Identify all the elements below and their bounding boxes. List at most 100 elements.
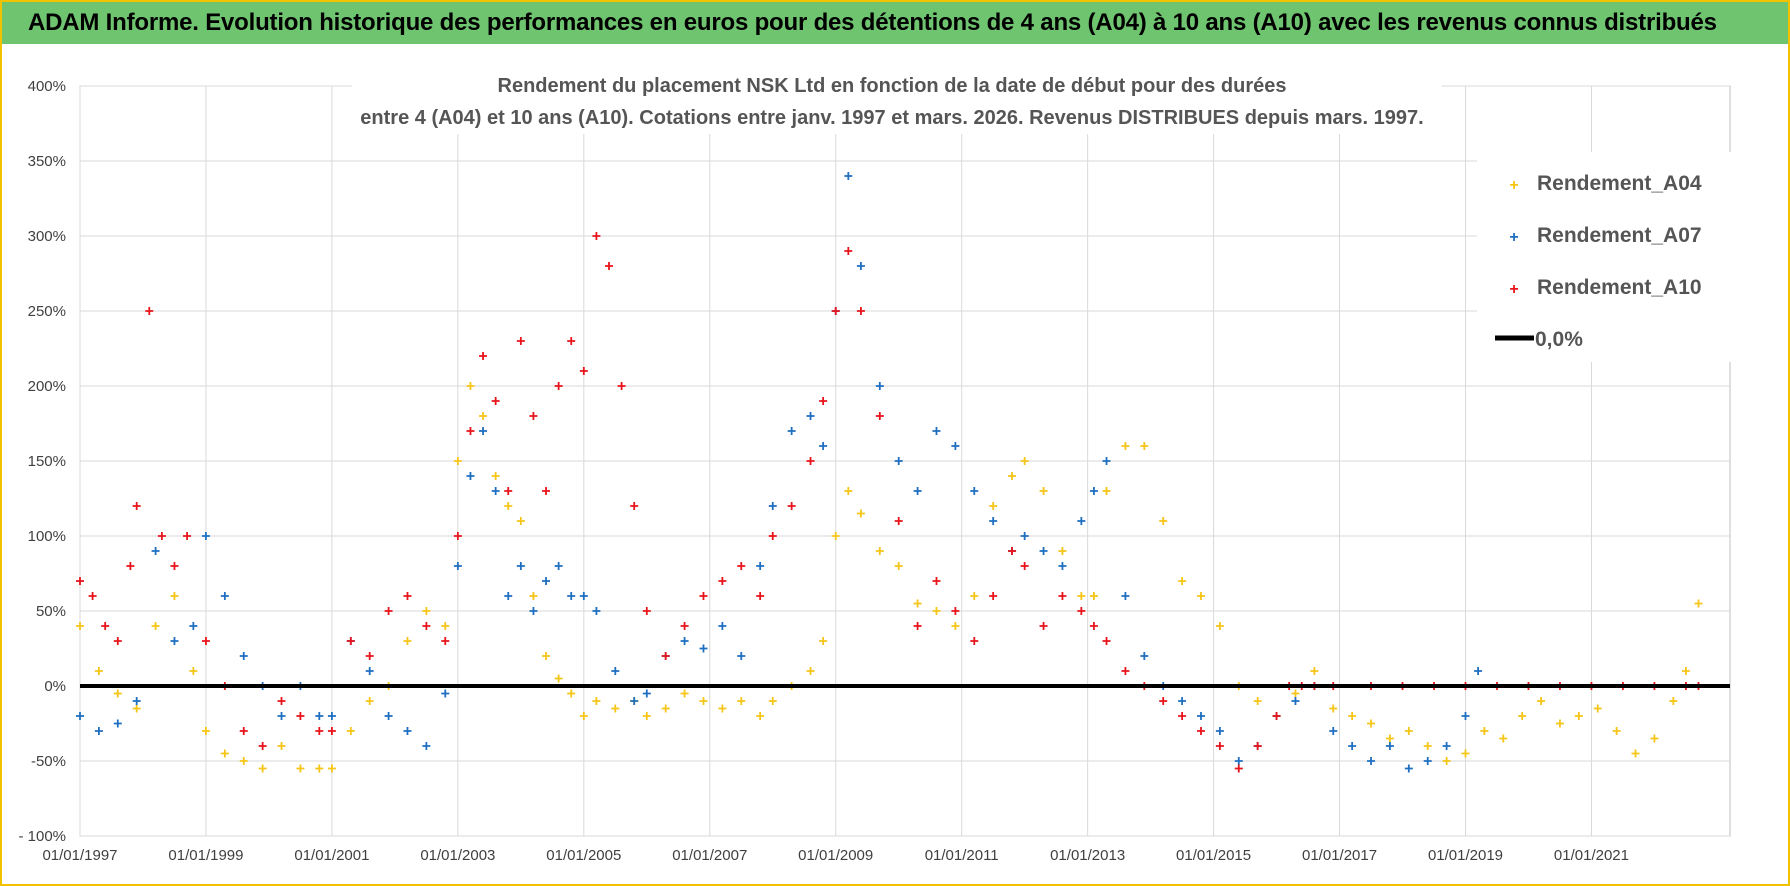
chart-grid: [79, 85, 1731, 837]
data-point: [737, 652, 746, 660]
data-point: [1077, 517, 1086, 525]
data-point: [403, 592, 412, 600]
data-point: [932, 427, 941, 435]
x-tick-label: 01/01/2007: [672, 847, 747, 864]
data-point: [567, 689, 576, 698]
data-point: [504, 502, 513, 510]
data-point: [466, 382, 475, 390]
x-tick-label: 01/01/2021: [1554, 847, 1629, 864]
legend-label-zero: 0,0%: [1535, 328, 1583, 351]
data-point: [1077, 592, 1086, 600]
data-point: [1159, 517, 1168, 525]
data-point: [1593, 704, 1602, 713]
y-tick-label: 0%: [44, 678, 66, 695]
data-point: [1537, 697, 1546, 705]
data-point: [258, 764, 267, 773]
data-point: [113, 637, 122, 645]
data-point: [504, 592, 513, 600]
data-point: [718, 704, 727, 713]
data-point: [76, 577, 84, 585]
data-point: [1404, 727, 1413, 735]
data-point: [327, 764, 336, 773]
data-point: [567, 592, 576, 600]
data-point: [1159, 697, 1168, 705]
data-point: [529, 412, 538, 420]
data-point: [718, 622, 727, 630]
data-point: [1234, 764, 1243, 773]
data-point: [1196, 727, 1205, 735]
data-point: [1367, 719, 1376, 728]
data-point: [453, 532, 462, 540]
data-point: [554, 382, 563, 390]
data-point: [1518, 712, 1527, 720]
legend-marker-a04: +: [1509, 177, 1518, 194]
data-point: [189, 667, 198, 675]
data-point: [101, 622, 110, 630]
data-point: [1574, 712, 1583, 720]
data-point: [277, 712, 286, 720]
data-point: [989, 592, 998, 600]
data-point: [1102, 457, 1111, 465]
data-point: [831, 532, 840, 540]
data-point: [132, 704, 141, 713]
data-point: [1555, 719, 1564, 728]
data-point: [384, 712, 393, 720]
data-point: [1008, 472, 1017, 480]
data-point: [856, 262, 865, 270]
data-point: [756, 712, 765, 720]
data-point: [1404, 764, 1413, 773]
data-point: [699, 697, 708, 705]
y-tick-label: 250%: [28, 303, 66, 320]
data-point: [1669, 697, 1678, 705]
data-point: [466, 472, 475, 480]
data-point: [819, 442, 828, 450]
data-point: [579, 592, 588, 600]
report-banner: ADAM Informe. Evolution historique des p…: [2, 2, 1788, 44]
data-point: [529, 592, 538, 600]
data-point: [466, 427, 475, 435]
data-point: [856, 307, 865, 315]
data-point: [1121, 667, 1130, 675]
data-point: [1196, 592, 1205, 600]
data-point: [315, 712, 324, 720]
data-point: [787, 427, 796, 435]
data-point: [1253, 697, 1262, 705]
data-point: [875, 412, 884, 420]
data-point: [365, 667, 374, 675]
data-point: [737, 697, 746, 705]
data-point: [1008, 547, 1017, 555]
data-point: [737, 562, 746, 570]
data-point: [542, 652, 551, 660]
data-point: [1631, 749, 1640, 758]
data-point: [479, 412, 488, 420]
y-axis-ticks: 400% 350% 300% 250% 200% 150% 100% 50% 0% -50% - 1…: [18, 78, 66, 845]
data-point: [611, 667, 620, 675]
data-point: [327, 727, 336, 735]
data-point: [680, 689, 689, 698]
data-point: [189, 622, 198, 630]
data-point: [258, 742, 267, 750]
legend-background: [1477, 152, 1732, 362]
data-point: [1385, 734, 1394, 743]
data-point: [579, 367, 588, 375]
data-point: [1089, 487, 1098, 495]
data-point: [113, 689, 122, 698]
data-point: [1058, 547, 1067, 555]
data-point: [1694, 599, 1703, 608]
data-point: [1348, 742, 1357, 750]
data-point: [951, 607, 960, 615]
data-point: [1291, 697, 1300, 705]
data-point: [145, 307, 154, 315]
data-point: [554, 674, 563, 683]
x-tick-label: 01/01/2009: [798, 847, 873, 864]
data-point: [132, 502, 141, 510]
x-tick-label: 01/01/2003: [420, 847, 495, 864]
data-point: [680, 622, 689, 630]
data-point: [239, 757, 248, 765]
data-point: [315, 727, 324, 735]
data-point: [806, 412, 815, 420]
data-point: [1039, 547, 1048, 555]
data-point: [970, 637, 979, 645]
data-point: [875, 547, 884, 555]
data-point: [157, 532, 166, 540]
